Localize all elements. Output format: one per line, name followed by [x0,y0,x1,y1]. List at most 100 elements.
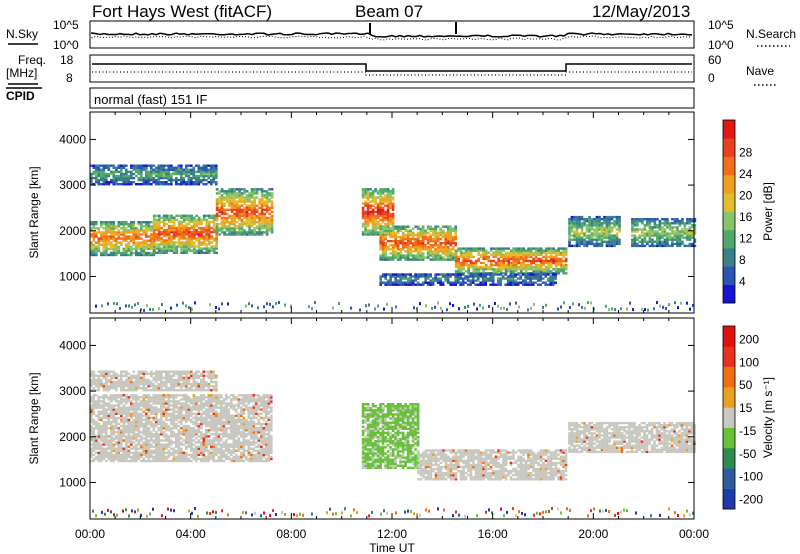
power-echo-cell [506,277,510,280]
velocity-echo-cell [140,451,143,454]
velocity-echo-cell [137,447,141,450]
velocity-echo-cell [180,437,183,440]
velocity-echo-cell [115,416,118,420]
power-echo-cell [130,237,133,240]
velocity-echo-cell [120,441,123,444]
power-ground-scatter-cell [170,306,172,310]
velocity-echo-cell [182,418,186,422]
power-echo-cell [105,164,108,167]
power-echo-cell [389,229,392,232]
power-echo-cell [562,251,565,254]
power-echo-cell [177,243,181,246]
velocity-echo-cell [167,408,171,411]
velocity-echo-cell [120,410,123,413]
velocity-echo-cell [147,459,151,463]
power-echo-cell [125,223,128,226]
velocity-echo-cell [182,453,186,457]
velocity-echo-cell [130,400,133,403]
power-echo-cell [233,204,236,207]
velocity-echo-cell [117,431,121,434]
velocity-echo-cell [90,418,93,422]
power-echo-cell [391,273,395,276]
power-echo-cell [192,251,196,254]
power-echo-cell [255,225,259,228]
velocity-echo-cell [100,396,103,399]
velocity-echo-cell [195,418,198,422]
power-echo-cell [125,174,128,178]
power-echo-cell [160,166,163,169]
power-echo-cell [223,190,226,193]
power-echo-cell [605,222,609,225]
freq-label: Freq. [18,53,46,67]
power-echo-cell [200,172,203,176]
power-echo-cell [610,234,614,237]
power-echo-cell [389,233,392,237]
power-echo-cell [497,270,500,273]
power-echo-cell [559,259,563,263]
velocity-echo-cell [110,394,113,397]
power-echo-cell [681,230,684,233]
power-echo-cell [429,281,432,284]
power-ground-scatter-cell [134,303,136,307]
power-echo-cell [152,214,156,217]
velocity-echo-cell [192,453,196,457]
power-echo-cell [379,196,382,199]
power-echo-cell [434,256,437,259]
velocity-echo-cell [122,449,126,452]
power-echo-cell [384,210,387,214]
power-echo-cell [376,221,380,224]
power-ground-scatter-cell [266,302,268,306]
power-echo-cell [514,251,518,254]
velocity-echo-cell [160,402,163,405]
velocity-echo-cell [150,455,153,459]
velocity-echo-cell [180,457,183,461]
power-echo-cell [676,242,679,246]
power-echo-cell [454,244,457,247]
power-echo-cell [187,231,191,234]
velocity-echo-cell [135,433,138,436]
velocity-echo-cell [172,418,176,422]
power-echo-cell [379,208,382,211]
power-echo-cell [421,227,425,230]
power-echo-cell [409,233,412,237]
velocity-echo-cell [137,424,141,428]
power-echo-cell [454,225,457,228]
power-echo-cell [90,181,93,184]
velocity-echo-cell [180,449,183,452]
power-echo-cell [140,176,143,180]
velocity-echo-cell [167,449,171,452]
power-ground-scatter-cell [479,303,481,307]
power-echo-cell [230,214,234,218]
power-echo-cell [598,244,601,248]
power-echo-cell [517,247,520,250]
power-echo-cell [509,281,512,284]
velocity-echo-cell [142,453,146,457]
velocity-echo-cell [187,433,191,436]
velocity-echo-cell [192,404,196,407]
power-echo-cell [248,208,251,211]
velocity-echo-cell [125,445,128,448]
power-echo-cell [615,218,619,221]
power-echo-cell [401,237,405,241]
power-echo-cell [557,253,560,256]
power-echo-cell [135,247,138,251]
power-echo-cell [479,273,482,276]
velocity-echo-cell [102,441,106,444]
power-echo-cell [406,252,410,255]
power-echo-cell [195,222,198,226]
velocity-echo-cell [177,416,181,420]
velocity-echo-cell [162,445,166,448]
power-echo-cell [120,227,123,230]
power-ground-scatter-cell [146,304,148,308]
power-echo-cell [215,218,219,222]
power-echo-cell [379,202,382,205]
power-echo-cell [573,218,576,221]
power-echo-cell [132,229,136,232]
power-echo-cell [220,231,224,234]
power-echo-cell [120,178,123,182]
power-echo-cell [125,231,128,234]
power-echo-cell [536,279,540,282]
power-echo-cell [389,202,392,205]
power-echo-cell [562,247,565,250]
